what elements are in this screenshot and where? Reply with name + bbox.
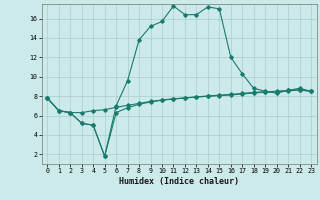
- X-axis label: Humidex (Indice chaleur): Humidex (Indice chaleur): [119, 177, 239, 186]
